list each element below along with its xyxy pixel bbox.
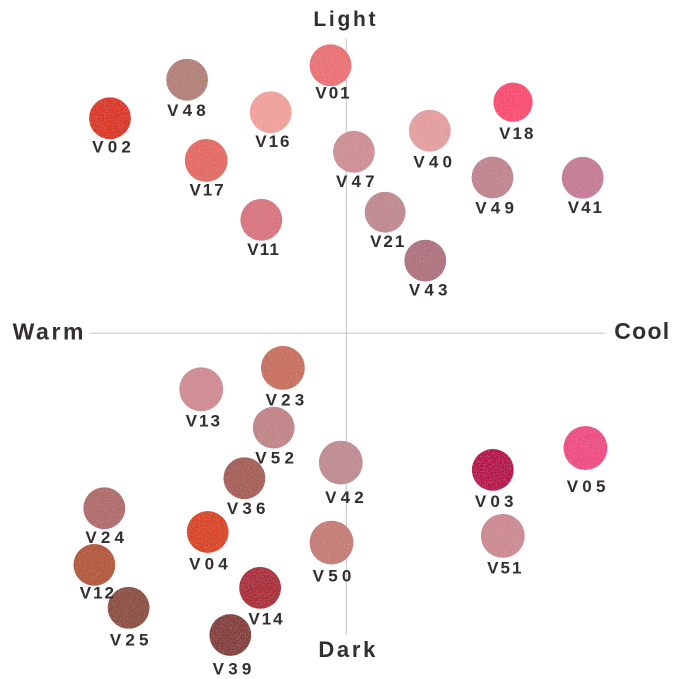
svg-text:V14: V14	[248, 610, 284, 629]
svg-text:V39: V39	[213, 660, 256, 679]
svg-text:V36: V36	[227, 499, 270, 518]
svg-text:V25: V25	[110, 631, 153, 650]
svg-text:V49: V49	[475, 199, 518, 218]
svg-text:V13: V13	[186, 412, 222, 431]
svg-text:V43: V43	[409, 281, 452, 300]
svg-text:V12: V12	[80, 584, 116, 603]
svg-text:V02: V02	[92, 138, 135, 157]
svg-text:V17: V17	[189, 181, 225, 200]
svg-text:Warm: Warm	[13, 319, 86, 345]
svg-text:V40: V40	[413, 152, 456, 171]
svg-text:V51: V51	[487, 559, 523, 578]
svg-text:V41: V41	[568, 198, 604, 217]
svg-text:Dark: Dark	[318, 637, 378, 662]
svg-text:V04: V04	[189, 555, 232, 574]
svg-text:V16: V16	[255, 132, 291, 151]
svg-text:V23: V23	[266, 390, 309, 409]
svg-text:V52: V52	[255, 449, 298, 468]
svg-text:V03: V03	[475, 492, 518, 511]
svg-text:V18: V18	[499, 124, 535, 143]
svg-text:V48: V48	[167, 101, 210, 120]
svg-text:V47: V47	[336, 172, 379, 191]
svg-text:V11: V11	[247, 240, 280, 259]
svg-text:Light: Light	[313, 8, 378, 31]
svg-text:V24: V24	[85, 528, 128, 547]
svg-text:Cool: Cool	[614, 318, 670, 344]
svg-text:V42: V42	[325, 488, 368, 507]
svg-text:V50: V50	[313, 567, 356, 586]
svg-text:V05: V05	[567, 477, 610, 496]
svg-text:V21: V21	[370, 232, 406, 251]
svg-text:V01: V01	[315, 83, 351, 102]
